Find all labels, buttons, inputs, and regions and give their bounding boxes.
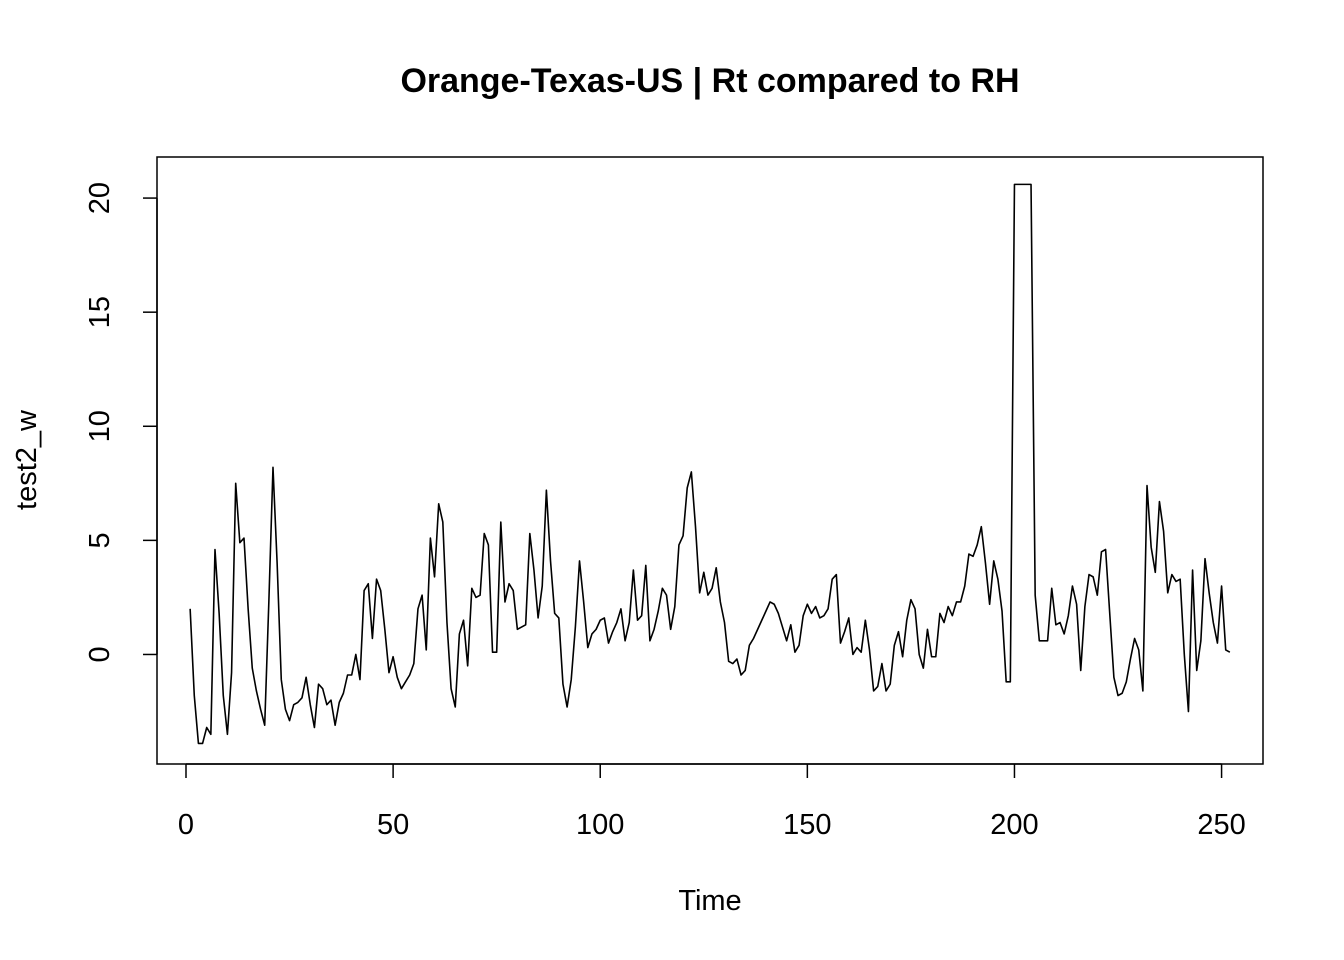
x-axis-label: Time (678, 885, 741, 917)
x-tick-label: 200 (990, 809, 1038, 841)
x-axis: 0 50 100 150 200 250 (178, 763, 1246, 841)
y-axis-label: test2_w (11, 409, 43, 510)
chart-title: Orange-Texas-US | Rt compared to RH (400, 62, 1019, 100)
y-tick-label: 5 (84, 532, 116, 548)
y-tick-label: 20 (84, 182, 116, 214)
y-tick-label: 0 (84, 646, 116, 662)
x-tick-label: 150 (783, 809, 831, 841)
plot-frame (156, 156, 1264, 765)
series-line (189, 183, 1231, 745)
y-tick-label: 10 (84, 410, 116, 442)
x-tick-label: 0 (178, 809, 194, 841)
y-tick-label: 15 (84, 296, 116, 328)
y-axis: 0 5 10 15 20 (84, 182, 158, 663)
x-tick-label: 100 (576, 809, 624, 841)
x-tick-label: 50 (377, 809, 409, 841)
x-tick-label: 250 (1197, 809, 1245, 841)
